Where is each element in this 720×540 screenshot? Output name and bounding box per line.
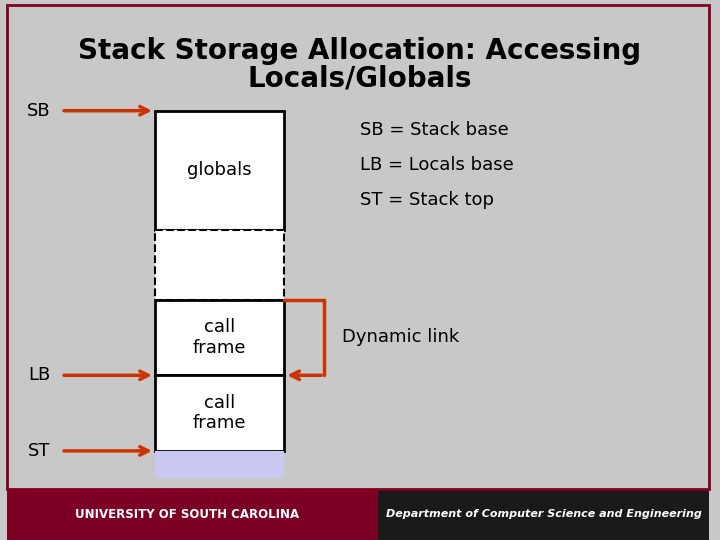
Text: call
frame: call frame xyxy=(193,318,246,357)
Text: globals: globals xyxy=(187,161,252,179)
Text: Department of Computer Science and Engineering: Department of Computer Science and Engin… xyxy=(386,509,701,519)
Text: call
frame: call frame xyxy=(193,394,246,433)
Text: SB = Stack base: SB = Stack base xyxy=(360,120,509,139)
Text: LB: LB xyxy=(28,366,50,384)
Text: Locals/Globals: Locals/Globals xyxy=(248,64,472,92)
Bar xyxy=(155,111,284,230)
Bar xyxy=(7,489,378,540)
Text: UNIVERSITY OF SOUTH CAROLINA: UNIVERSITY OF SOUTH CAROLINA xyxy=(75,508,300,521)
Bar xyxy=(155,375,284,451)
Bar xyxy=(155,451,284,478)
Text: LB = Locals base: LB = Locals base xyxy=(360,156,514,174)
Text: Stack Storage Allocation: Accessing: Stack Storage Allocation: Accessing xyxy=(78,37,642,65)
Bar xyxy=(7,5,709,489)
Text: Dynamic link: Dynamic link xyxy=(342,328,459,347)
Text: ST = Stack top: ST = Stack top xyxy=(360,191,494,209)
Text: ST: ST xyxy=(28,442,50,460)
Bar xyxy=(155,230,284,300)
Bar xyxy=(378,489,709,540)
Bar xyxy=(155,300,284,375)
Text: SB: SB xyxy=(27,102,50,120)
